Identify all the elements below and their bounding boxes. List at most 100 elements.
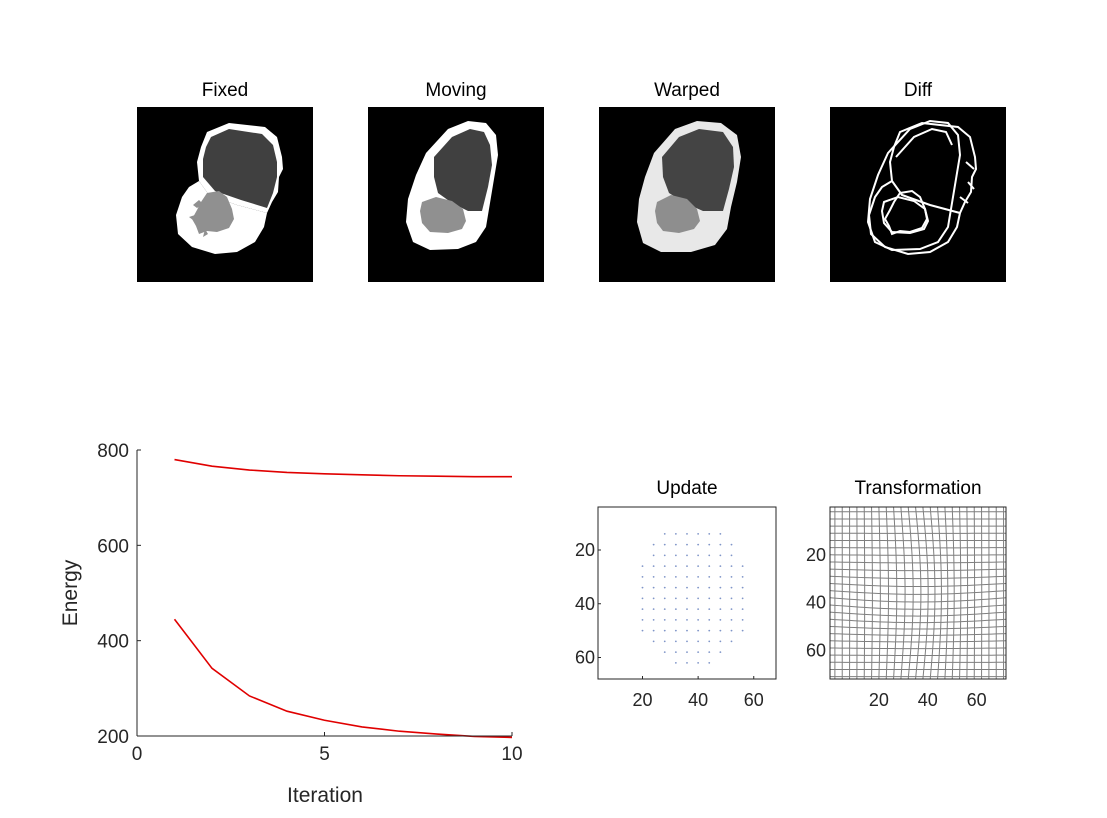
update-vector-mark	[652, 586, 655, 589]
update-vector-mark	[708, 651, 711, 654]
update-vector-mark	[708, 629, 711, 632]
update-x-tick-label: 60	[744, 690, 764, 710]
update-title: Update	[656, 478, 718, 499]
update-vector-mark	[719, 651, 722, 654]
energy-x-tick-label: 0	[132, 744, 143, 765]
update-vector-mark	[741, 629, 744, 632]
update-vector-mark	[719, 618, 722, 621]
update-vector-mark	[674, 565, 677, 568]
update-vector-mark	[719, 575, 722, 578]
update-vector-mark	[641, 608, 644, 611]
update-vector-mark	[697, 554, 700, 557]
update-vector-mark	[652, 618, 655, 621]
update-vector-mark	[730, 597, 733, 600]
update-vector-mark	[730, 575, 733, 578]
update-vector-mark	[686, 597, 688, 600]
energy-series-line-2	[173, 618, 513, 739]
update-vector-mark	[674, 651, 677, 654]
update-vector-mark	[674, 661, 677, 664]
update-vector-mark	[663, 618, 666, 621]
grid-horizontal-line	[829, 618, 1007, 624]
update-vector-mark	[708, 608, 711, 611]
grid-vertical-line	[907, 506, 914, 680]
update-vector-mark	[663, 554, 666, 557]
update-vector-mark	[708, 565, 711, 568]
update-vector-mark	[686, 629, 688, 632]
update-vector-mark	[697, 618, 700, 621]
update-vector-mark	[652, 575, 655, 578]
update-vector-mark	[663, 597, 666, 600]
moving-title: Moving	[425, 80, 487, 101]
update-x-tick-label: 20	[632, 690, 652, 710]
update-vector-mark	[686, 618, 688, 621]
update-vector-mark	[663, 651, 666, 654]
update-vector-mark	[663, 640, 666, 643]
grid-horizontal-line	[829, 640, 1007, 643]
update-vector-mark	[686, 640, 688, 643]
grid-vertical-line	[915, 506, 922, 680]
update-vector-mark	[686, 586, 688, 589]
update-vector-mark	[652, 608, 655, 611]
update-vector-mark	[686, 651, 688, 654]
update-vector-mark	[719, 608, 722, 611]
update-vector-mark	[697, 640, 700, 643]
update-vector-mark	[652, 640, 655, 643]
energy-x-tick-label: 10	[501, 744, 522, 765]
transformation-y-tick-label: 40	[806, 593, 826, 613]
grid-horizontal-line	[829, 575, 1007, 580]
update-vector-mark	[686, 661, 688, 664]
update-vector-mark	[674, 618, 677, 621]
grid-horizontal-line	[829, 590, 1007, 595]
update-vector-mark	[730, 629, 733, 632]
update-vector-mark	[686, 565, 688, 568]
transformation-x-tick-label: 20	[869, 690, 889, 710]
update-vector-mark	[652, 543, 655, 546]
grid-horizontal-line	[829, 568, 1007, 572]
update-vector-mark	[708, 640, 711, 643]
update-vector-mark	[741, 565, 744, 568]
update-vector-mark	[730, 586, 733, 589]
update-vector-mark	[697, 565, 700, 568]
update-vector-mark	[697, 597, 700, 600]
update-vector-mark	[719, 597, 722, 600]
update-vector-mark	[686, 608, 688, 611]
update-vector-mark	[719, 543, 722, 546]
update-vector-mark	[697, 543, 700, 546]
grid-horizontal-line	[829, 561, 1007, 564]
update-vector-mark	[641, 629, 644, 632]
transformation-y-tick-label: 20	[806, 545, 826, 565]
update-vector-mark	[719, 629, 722, 632]
diff-image	[830, 107, 1006, 282]
update-vector-mark	[719, 554, 722, 557]
update-vector-mark	[697, 629, 700, 632]
update-vector-mark	[663, 575, 666, 578]
grid-vertical-line	[937, 506, 942, 680]
update-vector-mark	[674, 532, 677, 535]
update-vector-mark	[708, 575, 711, 578]
update-x-tick-label: 40	[688, 690, 708, 710]
grid-horizontal-line	[829, 611, 1007, 617]
update-vector-mark	[663, 586, 666, 589]
fixed-title: Fixed	[201, 80, 249, 101]
update-vector-mark	[674, 543, 677, 546]
grid-horizontal-line	[829, 625, 1007, 630]
grid-horizontal-line	[829, 633, 1007, 636]
grid-vertical-line	[944, 506, 949, 680]
grid-horizontal-line	[829, 647, 1007, 650]
energy-xlabel: Iteration	[287, 784, 363, 807]
update-vector-mark	[719, 532, 722, 535]
update-vector-mark	[708, 532, 711, 535]
update-vector-mark	[641, 597, 644, 600]
update-vector-mark	[730, 543, 733, 546]
update-vector-mark	[697, 575, 700, 578]
update-vector-mark	[652, 554, 655, 557]
update-vector-mark	[652, 597, 655, 600]
energy-chart: 0 5 10 200 400 600 800 Iteration Energy	[59, 441, 523, 807]
update-vector-mark	[686, 575, 688, 578]
update-vector-mark	[719, 586, 722, 589]
grid-vertical-line	[893, 506, 898, 680]
update-vector-mark	[708, 661, 711, 664]
update-vector-mark	[730, 608, 733, 611]
update-vector-mark	[730, 640, 733, 643]
update-vector-mark	[697, 661, 700, 664]
